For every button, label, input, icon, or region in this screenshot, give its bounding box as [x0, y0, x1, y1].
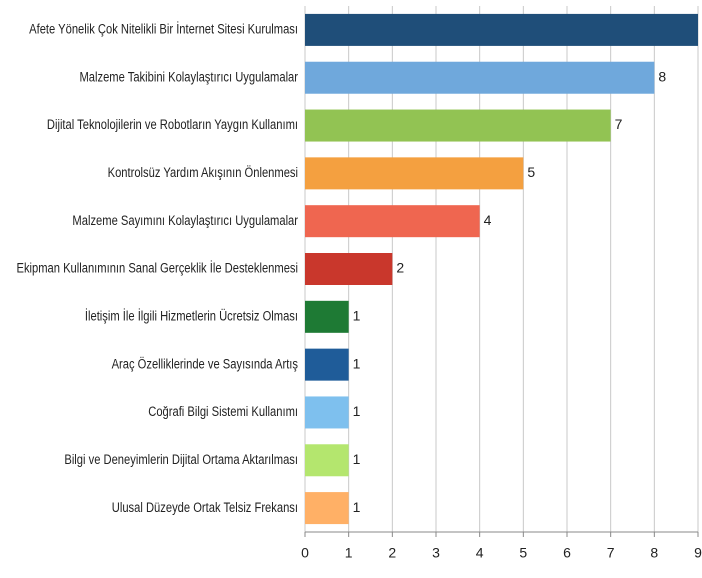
x-tick-label: 8: [650, 545, 658, 561]
bar: [305, 444, 349, 477]
bar: [305, 61, 655, 94]
bar: [305, 396, 349, 429]
value-label: 8: [658, 68, 666, 84]
value-label: 1: [353, 451, 361, 467]
category-labels: Afete Yönelik Çok Nitelikli Bir İnternet…: [16, 21, 298, 515]
value-label: 4: [484, 212, 492, 228]
y-tick-label: Afete Yönelik Çok Nitelikli Bir İnternet…: [29, 21, 298, 36]
x-tick-label: 9: [694, 545, 702, 561]
bar: [305, 109, 611, 142]
bar: [305, 157, 524, 190]
x-tick-label: 1: [345, 545, 353, 561]
value-label: 1: [353, 308, 361, 324]
bar: [305, 253, 393, 285]
y-tick-label: İletişim İle İlgili Hizmetlerin Ücretsiz…: [85, 308, 298, 323]
y-tick-label: Bilgi ve Deneyimlerin Dijital Ortama Akt…: [64, 452, 298, 467]
x-tick-label: 0: [301, 545, 309, 561]
y-tick-label: Malzeme Sayımını Kolaylaştırıcı Uygulama…: [72, 213, 298, 228]
x-tick-label: 6: [563, 545, 571, 561]
bar: [305, 348, 349, 381]
value-label: 1: [353, 355, 361, 371]
value-label: 5: [527, 164, 535, 180]
value-label: 1: [353, 403, 361, 419]
value-label: 1: [353, 499, 361, 515]
value-label: 2: [396, 260, 404, 276]
y-tick-label: Ulusal Düzeyde Ortak Telsiz Frekansı: [112, 500, 298, 515]
y-tick-label: Araç Özelliklerinde ve Sayısında Artış: [112, 356, 298, 371]
bar: [305, 205, 480, 238]
y-tick-label: Malzeme Takibini Kolaylaştırıcı Uygulama…: [79, 69, 298, 84]
y-tick-label: Kontrolsüz Yardım Akışının Önlenmesi: [108, 165, 298, 180]
x-tick-label: 3: [432, 545, 440, 561]
value-label: 7: [615, 116, 623, 132]
bar: [305, 300, 349, 333]
x-tick-label: 7: [607, 545, 615, 561]
x-tick-label: 4: [476, 545, 484, 561]
x-tick-label: 5: [519, 545, 527, 561]
y-tick-label: Ekipman Kullanımının Sanal Gerçeklik İle…: [16, 261, 298, 276]
y-tick-label: Dijital Teknolojilerin ve Robotların Yay…: [47, 117, 298, 132]
x-tick-label: 2: [388, 545, 396, 561]
y-tick-label: Coğrafi Bilgi Sistemi Kullanımı: [148, 404, 298, 419]
bar: [305, 492, 349, 525]
bar: [305, 13, 698, 46]
